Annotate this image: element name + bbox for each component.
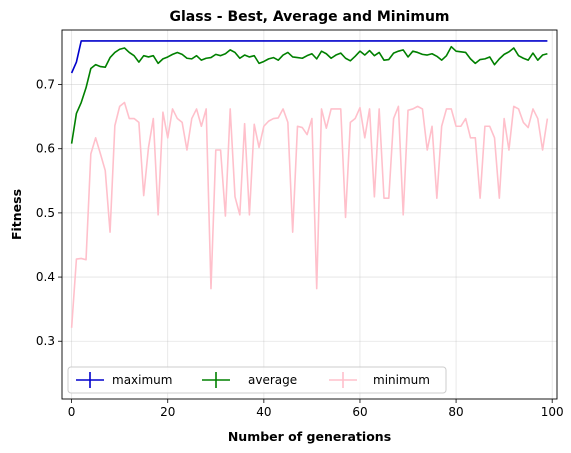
legend-label-maximum: maximum xyxy=(112,373,172,387)
y-tick-label: 0.4 xyxy=(36,270,55,284)
series-line-minimum xyxy=(70,101,549,328)
legend: maximum average minimum xyxy=(67,366,447,394)
chart-title: Glass - Best, Average and Minimum xyxy=(170,9,450,25)
series-group xyxy=(70,40,549,328)
y-tick-label: 0.7 xyxy=(36,78,55,92)
x-tick-label: 100 xyxy=(541,405,564,419)
ticks: 0 20 40 60 80 100 0.3 0.4 0.5 0.6 0.7 xyxy=(36,78,564,419)
y-axis-label: Fitness xyxy=(9,189,24,240)
legend-item-average: average xyxy=(202,372,297,388)
y-tick-label: 0.6 xyxy=(36,142,55,156)
x-tick-label: 60 xyxy=(352,405,367,419)
series-line-maximum xyxy=(70,40,548,74)
legend-box xyxy=(67,366,447,394)
plot-frame xyxy=(61,29,558,400)
legend-item-minimum: minimum xyxy=(329,372,430,388)
y-tick-label: 0.3 xyxy=(36,334,55,348)
series-line-average xyxy=(70,45,548,144)
x-tick-label: 20 xyxy=(160,405,175,419)
legend-label-average: average xyxy=(248,373,297,387)
legend-item-maximum: maximum xyxy=(76,372,172,388)
x-tick-label: 0 xyxy=(68,405,76,419)
legend-label-minimum: minimum xyxy=(373,373,430,387)
grid xyxy=(62,30,557,399)
y-tick-label: 0.5 xyxy=(36,206,55,220)
x-tick-label: 80 xyxy=(448,405,463,419)
x-axis-label: Number of generations xyxy=(228,429,391,444)
x-tick-label: 40 xyxy=(256,405,271,419)
